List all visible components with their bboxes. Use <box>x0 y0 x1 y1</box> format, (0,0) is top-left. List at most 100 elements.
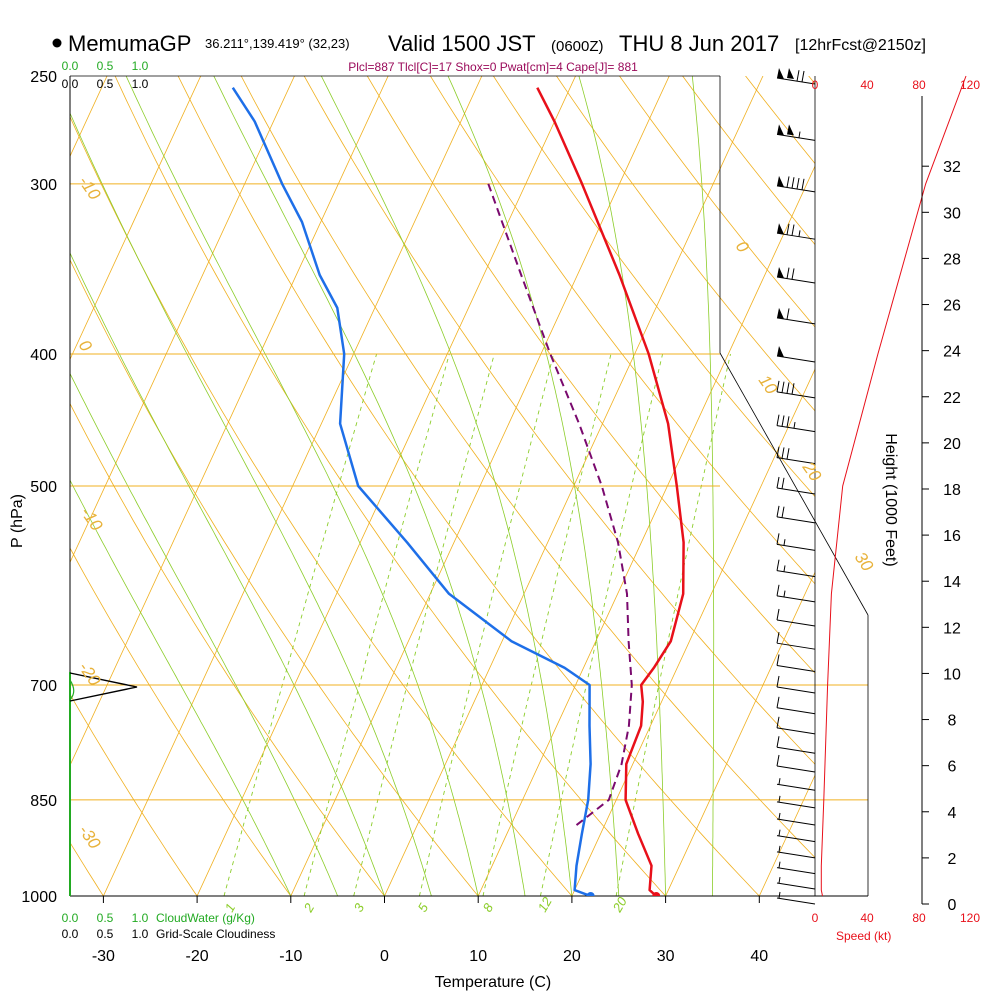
dewpoint-profile-line <box>231 87 592 896</box>
height-tick-label: 22 <box>943 390 961 407</box>
mixing-ratio-line <box>223 353 378 896</box>
isotherm-line <box>384 76 764 896</box>
station-name: MemumaGP <box>68 31 191 56</box>
valid-date: THU 8 Jun 2017 <box>619 31 779 56</box>
cloudwater-tick-top: 0.0 <box>62 59 79 73</box>
isotherm-line <box>196 76 576 896</box>
cloudwater-profile <box>69 672 138 896</box>
isotherm-line <box>70 76 295 564</box>
wind-barb <box>776 267 816 284</box>
cloudiness-tick-top: 0.0 <box>62 77 79 91</box>
mixing-ratio-label: 2 <box>300 900 317 915</box>
height-axis-title: Height (1000 Feet) <box>882 433 899 566</box>
pressure-tick-labels: 250 300 400 500 700 850 1000 <box>21 69 57 906</box>
dry-adiabat-line <box>177 76 760 896</box>
wind-barb <box>776 845 816 859</box>
wind-barb <box>776 876 816 890</box>
wind-barb <box>776 414 816 433</box>
station-coords: 36.211°,139.419° (32,23) <box>205 36 350 51</box>
wind-barb <box>776 754 816 773</box>
height-tick-label: 10 <box>943 666 961 683</box>
moist-adiabat-line <box>70 252 385 896</box>
dry-adiabat-label: 30 <box>851 548 878 575</box>
thermo-grid <box>0 52 1000 925</box>
moist-adiabat-line <box>691 76 715 896</box>
isotherm-line <box>0 52 24 925</box>
valid-time: Valid 1500 JST <box>388 31 536 56</box>
temperature-tick-label: -30 <box>92 948 115 965</box>
moist-adiabat-line <box>578 76 666 896</box>
wind-barb <box>776 861 816 875</box>
dry-adiabat-line <box>240 76 815 859</box>
speed-tick-bottom: 120 <box>960 911 980 925</box>
cloudwater-tick-bottom: 0.0 <box>62 911 79 925</box>
cloudwater-tick-bottom: 1.0 <box>132 911 149 925</box>
pressure-tick-label: 700 <box>30 678 57 695</box>
wind-barb <box>776 829 816 843</box>
dry-adiabat-label: -30 <box>75 821 105 852</box>
dry-adiabat-line <box>70 402 386 896</box>
pressure-tick-label: 500 <box>30 479 57 496</box>
dry-adiabat-label: -10 <box>75 172 105 203</box>
mixing-ratio-line <box>482 353 612 896</box>
dry-adiabat-line <box>70 693 198 896</box>
wind-barbs <box>776 68 816 905</box>
moist-adiabat-line <box>125 76 479 896</box>
cloudwater-axis-label: CloudWater (g/Kg) <box>156 911 255 925</box>
wind-barb <box>776 223 816 240</box>
wind-barb <box>776 778 816 791</box>
speed-tick-bottom: 0 <box>812 911 819 925</box>
wind-barb <box>776 584 816 603</box>
dry-adiabat-line <box>303 76 815 765</box>
temperature-axis: -30 -20 -10 0 10 20 30 40 <box>92 896 768 965</box>
mixing-ratio-label: 20 <box>609 894 630 916</box>
mixing-ratio-line <box>303 353 450 896</box>
height-tick-label: 6 <box>948 759 957 776</box>
height-tick-label: 26 <box>943 298 961 315</box>
mixing-ratio-line <box>418 353 555 896</box>
wind-barb <box>776 608 816 627</box>
wind-barb <box>776 175 816 193</box>
cloudwater-tick-top: 1.0 <box>132 59 149 73</box>
cloudwater-axis: 0.0 0.0 0.5 0.5 1.0 1.0 0.0 0.0 0.5 0.5 1.0 1.0 Clou… <box>62 59 276 941</box>
temperature-profile-line <box>536 87 685 896</box>
wind-barb <box>776 812 816 826</box>
wind-barb <box>776 736 816 754</box>
wind-barb <box>776 476 816 495</box>
speed-axis-title: Speed (kt) <box>836 929 891 943</box>
height-tick-label: 18 <box>943 482 961 499</box>
dry-adiabat-label: 0 <box>732 237 753 256</box>
mixing-ratio-line <box>353 353 495 896</box>
wind-barb <box>776 696 816 715</box>
speed-profile <box>820 75 967 897</box>
temperature-tick-label: 20 <box>563 948 581 965</box>
dry-adiabat-line <box>70 259 479 896</box>
wind-barb <box>776 446 816 465</box>
dry-adiabat-line <box>70 547 292 896</box>
speed-tick-bottom: 40 <box>860 911 874 925</box>
temperature-tick-label: -10 <box>279 948 302 965</box>
dry-adiabat-line <box>70 115 573 896</box>
isotherm-line <box>102 76 483 896</box>
dry-adiabat-label: -10 <box>77 503 107 534</box>
sounding-indices: Plcl=887 Tlcl[C]=17 Shox=0 Pwat[cm]=4 Ca… <box>348 60 638 74</box>
wind-barb <box>776 559 816 578</box>
speed-tick-top: 40 <box>860 78 874 92</box>
forecast-info: [12hrFcst@2150z] <box>795 37 926 54</box>
chart-header: MemumaGP 36.211°,139.419° (32,23) Valid … <box>52 31 926 74</box>
parcel-profile-line <box>487 183 633 826</box>
height-tick-label: 4 <box>948 805 957 822</box>
temperature-tick-label: 40 <box>750 948 768 965</box>
sounding-profiles <box>231 87 685 896</box>
isotherm-line <box>840 52 1000 925</box>
height-tick-label: 30 <box>943 205 961 222</box>
dry-adiabat-line <box>556 76 815 412</box>
moist-adiabat-line <box>320 76 573 896</box>
isotherm-line <box>70 76 202 361</box>
height-tick-label: 14 <box>943 574 961 591</box>
mixing-ratio-line <box>539 353 664 896</box>
pressure-tick-label: 300 <box>30 177 57 194</box>
isotherm-line <box>665 571 815 896</box>
isotherm-line <box>571 368 815 896</box>
height-tick-label: 24 <box>943 344 961 361</box>
